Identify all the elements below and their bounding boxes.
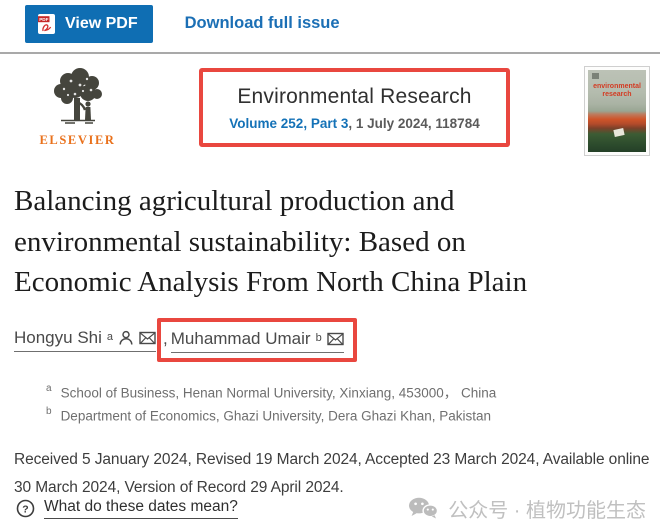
elsevier-logo[interactable]: ELSEVIER bbox=[30, 66, 125, 148]
elsevier-wordmark: ELSEVIER bbox=[39, 133, 116, 147]
author-muhammad-umair[interactable]: Muhammad Umair b bbox=[170, 328, 344, 353]
affiliation-a: a School of Business, Henan Normal Univer… bbox=[46, 382, 660, 405]
journal-cover-art: environmental research bbox=[588, 70, 646, 152]
view-pdf-button[interactable]: PDF View PDF bbox=[25, 5, 153, 43]
affiliation-b: b Department of Economics, Ghazi Universi… bbox=[46, 405, 660, 428]
volume-link[interactable]: Volume 252, Part 3 bbox=[229, 116, 349, 131]
watermark-text: 公众号 · 植物功能生态 bbox=[448, 500, 646, 522]
affil-text: School of Business, Henan Normal Univers… bbox=[60, 385, 497, 401]
email-icon bbox=[139, 331, 156, 344]
view-pdf-label: View PDF bbox=[65, 15, 138, 32]
affiliations: a School of Business, Henan Normal Univer… bbox=[46, 382, 660, 428]
dates-help-label: What do these dates mean? bbox=[44, 498, 238, 519]
journal-cover-thumbnail[interactable]: environmental research bbox=[584, 66, 650, 156]
footer: ? What do these dates mean? 公众号 · 植物功能生态 bbox=[16, 494, 646, 523]
cover-title-text: environmental research bbox=[593, 83, 641, 99]
annotation-box-author: , Muhammad Umair b bbox=[157, 317, 357, 362]
affil-sup: a bbox=[46, 382, 52, 394]
svg-text:?: ? bbox=[22, 503, 28, 515]
issue-date-text: , 1 July 2024, 118784 bbox=[348, 116, 480, 131]
journal-header: ELSEVIER Environmental Research Volume 2… bbox=[0, 54, 660, 156]
email-icon bbox=[326, 332, 344, 345]
wechat-icon bbox=[409, 497, 439, 519]
affil-text: Department of Economics, Ghazi Universit… bbox=[60, 408, 491, 424]
svg-text:PDF: PDF bbox=[39, 17, 48, 22]
journal-title-link[interactable]: Environmental Research bbox=[237, 85, 472, 108]
cover-logo-mark bbox=[592, 73, 599, 79]
author-separator: , bbox=[163, 329, 168, 349]
download-full-issue-link[interactable]: Download full issue bbox=[184, 14, 340, 32]
article-dates: Received 5 January 2024, Revised 19 Marc… bbox=[14, 451, 650, 497]
author-affil-sup: a bbox=[106, 330, 114, 343]
journal-issue-line: Volume 252, Part 3, 1 July 2024, 118784 bbox=[229, 116, 479, 131]
elsevier-tree-icon bbox=[53, 68, 102, 124]
affil-sup: b bbox=[46, 405, 52, 417]
article-title: Balancing agricultural production and en… bbox=[14, 185, 528, 299]
author-hongyu-shi[interactable]: Hongyu Shi a bbox=[14, 327, 157, 352]
person-icon bbox=[119, 330, 133, 345]
annotation-box-journal: Environmental Research Volume 252, Part … bbox=[199, 68, 510, 147]
toolbar: PDF View PDF Download full issue bbox=[0, 0, 660, 54]
pdf-file-icon: PDF bbox=[38, 14, 55, 34]
dates-help-link[interactable]: ? What do these dates mean? bbox=[16, 498, 238, 519]
cover-photo-detail bbox=[613, 128, 625, 137]
wechat-watermark: 公众号 · 植物功能生态 bbox=[408, 494, 646, 523]
question-circle-icon: ? bbox=[16, 499, 35, 518]
author-affil-sup: b bbox=[315, 331, 322, 344]
author-name: Hongyu Shi bbox=[14, 327, 102, 347]
authors-row: Hongyu Shi a , Muhammad Umair b bbox=[14, 317, 660, 362]
author-name: Muhammad Umair bbox=[170, 328, 311, 348]
